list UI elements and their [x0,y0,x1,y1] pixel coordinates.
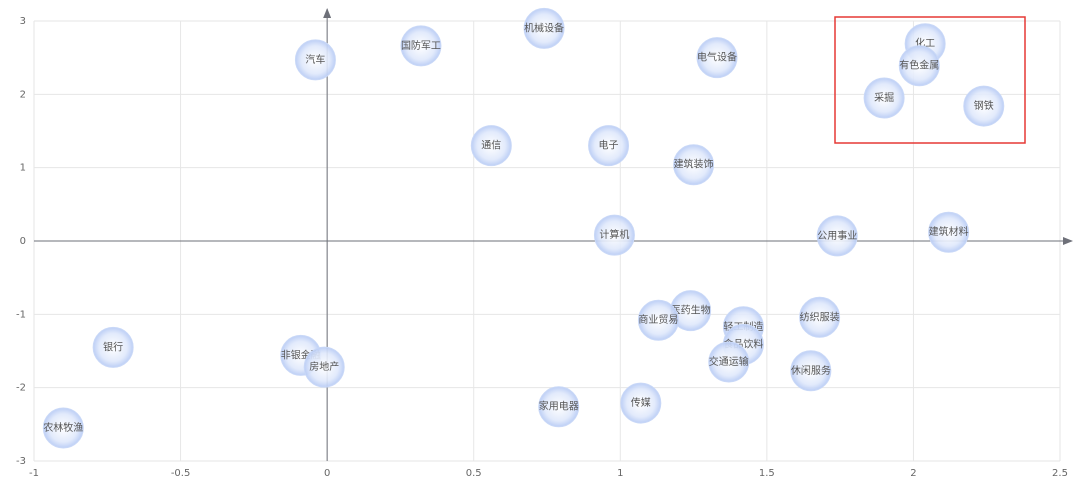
bubble [523,7,565,49]
highlight-box [834,16,1026,144]
bubble [696,37,738,79]
bubble [538,386,580,428]
points: 机械设备国防军工汽车 电气设备化工有色金属采掘钢铁通信 电子建筑装饰计算机 公用事业建… [42,7,1005,449]
point-label: 有色金属 [899,59,939,72]
y-tick-label: 1 [20,163,26,174]
point-label: 商业贸易 [638,313,678,326]
y-tick-label: -3 [16,456,26,467]
point-label: 休闲服务 [791,364,831,377]
point-label: 采掘 [874,91,894,104]
bubble [863,77,905,119]
point-label: 银行 [103,340,123,353]
point-label: 家用电器 [539,400,579,413]
bubble [898,45,940,87]
point-label: 医药生物 [671,304,711,317]
bubble [963,85,1005,127]
x-tick-label: 1 [617,468,623,479]
point-label: 机械设备 [524,21,564,34]
x-tick-label: 0.5 [466,468,482,479]
x-tick-label: 1.5 [759,468,775,479]
y-tick-label: 0 [20,236,26,247]
x-tick-label: 0 [324,468,330,479]
point-label: 交通运输 [709,355,749,368]
bubble [42,407,84,449]
bubble [400,25,442,67]
point-label: 传媒 [631,397,651,409]
point-label: 通信 [481,140,501,152]
bubble [673,144,715,186]
bubble [799,296,841,338]
y-tick-label: -1 [16,309,26,320]
point-label: 公用事业 [817,229,857,242]
point-label: 计算机 [599,228,629,241]
point-label: 建筑材料 [929,225,969,238]
bubble [470,125,512,167]
point-label: 钢铁 [974,99,994,112]
bubble [620,382,662,424]
point-label: 建筑装饰 [674,158,714,171]
bubble [816,215,858,257]
point-label: 电气设备 [697,51,737,64]
x-tick-label: -0.5 [171,468,191,479]
bubble [708,341,750,383]
point-label: 农林牧渔 [43,421,83,434]
y-tick-label: 3 [20,16,26,27]
bubble [928,211,970,253]
bubble [637,299,679,341]
bubble [92,326,134,368]
point-label: 汽车 [305,53,325,66]
x-tick-label: 2 [910,468,916,479]
x-tick-label: -1 [29,468,39,479]
point-label: 国防军工 [401,39,441,52]
bubble [294,39,336,81]
bubble [303,346,345,388]
bubble [588,125,630,167]
y-tick-label: 2 [20,89,26,100]
point-label: 电子 [599,139,619,152]
bubble [790,350,832,392]
bubble [593,214,635,256]
point-label: 纺织服装 [800,310,840,323]
x-tick-label: 2.5 [1052,468,1068,479]
y-tick-label: -2 [16,383,26,394]
point-label: 房地产 [309,360,339,373]
